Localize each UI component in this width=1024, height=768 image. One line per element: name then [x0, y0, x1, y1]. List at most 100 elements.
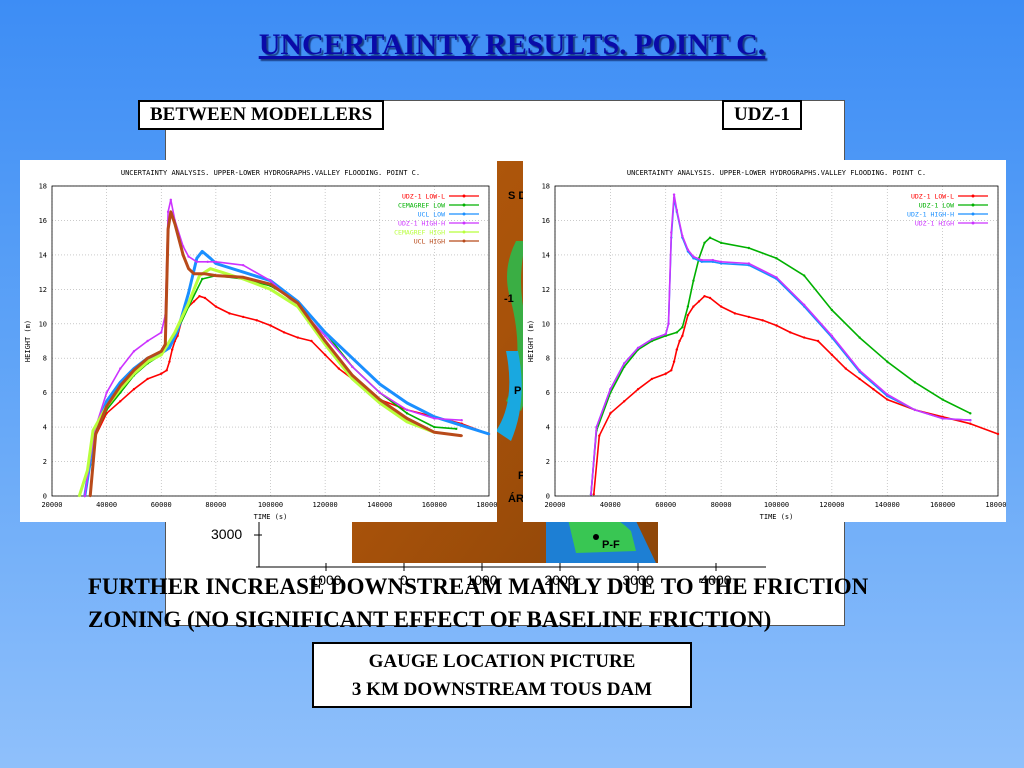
x-tick-label: 160000: [422, 501, 447, 509]
data-point: [692, 255, 695, 258]
data-point: [146, 357, 149, 360]
data-point: [351, 365, 354, 369]
data-point: [378, 382, 381, 386]
legend-label: CEMAGREF HIGH: [394, 229, 445, 237]
data-point: [802, 336, 806, 339]
data-point: [623, 362, 626, 365]
x-tick-label: 20000: [41, 501, 62, 509]
y-tick-label: 6: [43, 389, 47, 397]
data-point: [460, 419, 463, 422]
legend-marker: [971, 212, 975, 216]
series-line: [590, 193, 971, 495]
data-point: [323, 331, 327, 334]
data-point: [201, 277, 204, 281]
data-point: [187, 267, 190, 270]
y-tick-label: 16: [542, 217, 550, 225]
data-point: [858, 377, 861, 381]
x-tick-label: 40000: [96, 501, 117, 509]
data-point: [703, 295, 706, 298]
map-marker-label: -1: [504, 293, 514, 305]
data-point: [969, 419, 972, 422]
data-point: [675, 348, 679, 351]
data-point: [747, 262, 751, 265]
data-point: [86, 468, 89, 472]
data-point: [858, 369, 861, 372]
y-tick-label: 16: [39, 217, 47, 225]
data-point: [711, 260, 715, 263]
x-tick-label: 60000: [655, 501, 676, 509]
data-point: [802, 274, 806, 277]
data-point: [433, 417, 436, 420]
data-point: [405, 408, 409, 412]
data-point: [675, 208, 679, 212]
x-tick-label: 100000: [258, 501, 283, 509]
y-tick-label: 12: [39, 286, 47, 294]
data-point: [670, 231, 673, 234]
data-point: [996, 432, 1000, 436]
y-tick-label: 4: [546, 424, 550, 432]
data-point: [433, 425, 436, 429]
legend-label: UDZ-1 HIGH-H: [907, 211, 954, 219]
series-line: [593, 295, 999, 495]
chart-title: UNCERTAINTY ANALYSIS. UPPER-LOWER HYDROG…: [121, 169, 420, 177]
data-point: [405, 412, 409, 415]
data-point: [164, 343, 167, 346]
y-tick-label: 18: [39, 183, 47, 191]
data-point: [598, 434, 601, 437]
y-tick-label: 8: [546, 355, 550, 363]
map-marker-label: ÁR: [508, 492, 524, 505]
y-tick-label: 4: [43, 424, 47, 432]
between-modellers-label: BETWEEN MODELLERS: [138, 100, 385, 130]
legend-marker: [462, 203, 466, 207]
data-point: [169, 210, 173, 214]
data-point: [681, 234, 684, 238]
chart-1-svg: UNCERTAINTY ANALYSIS. UPPER-LOWER HYDROG…: [527, 169, 1006, 521]
data-point: [241, 264, 245, 267]
data-point: [181, 253, 185, 257]
legend-label: UCL LOW: [418, 211, 445, 219]
data-point: [323, 339, 327, 343]
data-point: [89, 494, 92, 498]
data-point: [209, 267, 212, 270]
data-point: [119, 384, 122, 387]
data-point: [460, 424, 463, 427]
data-point: [719, 262, 723, 265]
data-point: [166, 210, 170, 214]
data-point: [830, 334, 834, 338]
data-point: [132, 369, 136, 372]
legend-label: CEMAGREF LOW: [398, 202, 445, 210]
series-line: [83, 249, 490, 497]
y-tick-label: 2: [546, 458, 550, 466]
data-point: [664, 332, 667, 336]
data-point: [886, 360, 889, 363]
data-point: [214, 262, 218, 265]
data-point: [844, 367, 847, 370]
data-point: [78, 494, 81, 498]
data-point: [214, 305, 218, 308]
legend-marker: [462, 221, 466, 225]
y-tick-label: 14: [542, 251, 550, 259]
data-point: [228, 312, 231, 315]
data-point: [697, 300, 701, 303]
y-tick-label: 0: [546, 493, 550, 501]
x-tick-label: 140000: [367, 501, 392, 509]
legend-label: UDZ-1 LOW-L: [402, 193, 445, 201]
data-point: [609, 412, 612, 415]
data-point: [378, 401, 381, 405]
data-point: [241, 270, 245, 274]
data-point: [636, 346, 640, 350]
x-axis-label: TIME (s): [254, 513, 288, 521]
data-point: [214, 274, 218, 277]
data-point: [941, 415, 944, 418]
y-tick-label: 10: [39, 320, 47, 328]
data-point: [195, 260, 198, 263]
data-point: [198, 295, 201, 298]
data-point: [719, 305, 723, 308]
map-x-tick-label: 0: [400, 572, 408, 588]
gauge-point-marker: [593, 534, 599, 540]
data-point: [241, 276, 245, 279]
x-tick-label: 120000: [819, 501, 844, 509]
data-point: [969, 422, 972, 425]
data-point: [775, 276, 778, 279]
data-point: [105, 405, 108, 408]
